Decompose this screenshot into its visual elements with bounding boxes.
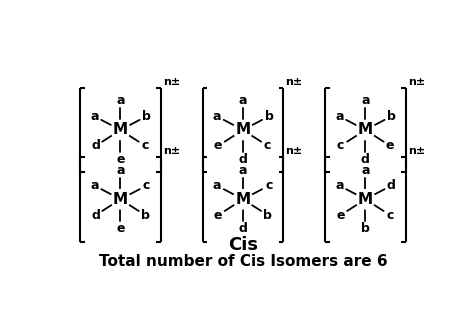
Text: a: a: [213, 110, 221, 123]
Text: c: c: [143, 179, 150, 192]
Text: n±: n±: [163, 146, 180, 156]
Text: a: a: [116, 94, 125, 107]
Text: n±: n±: [285, 146, 303, 156]
Text: Cis: Cis: [228, 236, 258, 254]
Text: b: b: [387, 110, 396, 123]
Text: a: a: [116, 163, 125, 177]
Text: c: c: [337, 139, 344, 152]
Text: b: b: [264, 110, 273, 123]
Text: M: M: [236, 122, 250, 137]
Text: d: d: [387, 179, 396, 192]
Text: a: a: [90, 179, 99, 192]
Text: b: b: [142, 110, 151, 123]
Text: a: a: [90, 110, 99, 123]
Text: c: c: [264, 139, 271, 152]
Text: a: a: [213, 179, 221, 192]
Text: a: a: [335, 179, 344, 192]
Text: d: d: [91, 139, 100, 152]
Text: d: d: [238, 153, 247, 166]
Text: a: a: [361, 94, 370, 107]
Text: n±: n±: [163, 77, 180, 87]
Text: n±: n±: [408, 146, 425, 156]
Text: c: c: [265, 179, 273, 192]
Text: a: a: [239, 94, 247, 107]
Text: M: M: [358, 192, 373, 207]
Text: b: b: [263, 209, 272, 222]
Text: b: b: [141, 209, 150, 222]
Text: M: M: [358, 122, 373, 137]
Text: e: e: [116, 153, 125, 166]
Text: d: d: [91, 209, 100, 222]
Text: b: b: [361, 222, 370, 235]
Text: M: M: [236, 192, 250, 207]
Text: Total number of Cis Isomers are 6: Total number of Cis Isomers are 6: [99, 254, 387, 269]
Text: a: a: [361, 163, 370, 177]
Text: M: M: [113, 122, 128, 137]
Text: d: d: [361, 153, 370, 166]
Text: n±: n±: [408, 77, 425, 87]
Text: e: e: [214, 139, 222, 152]
Text: a: a: [335, 110, 344, 123]
Text: e: e: [386, 139, 394, 152]
Text: e: e: [116, 222, 125, 235]
Text: c: c: [142, 139, 149, 152]
Text: n±: n±: [285, 77, 303, 87]
Text: M: M: [113, 192, 128, 207]
Text: c: c: [386, 209, 394, 222]
Text: e: e: [337, 209, 345, 222]
Text: e: e: [214, 209, 222, 222]
Text: d: d: [238, 222, 247, 235]
Text: a: a: [239, 163, 247, 177]
